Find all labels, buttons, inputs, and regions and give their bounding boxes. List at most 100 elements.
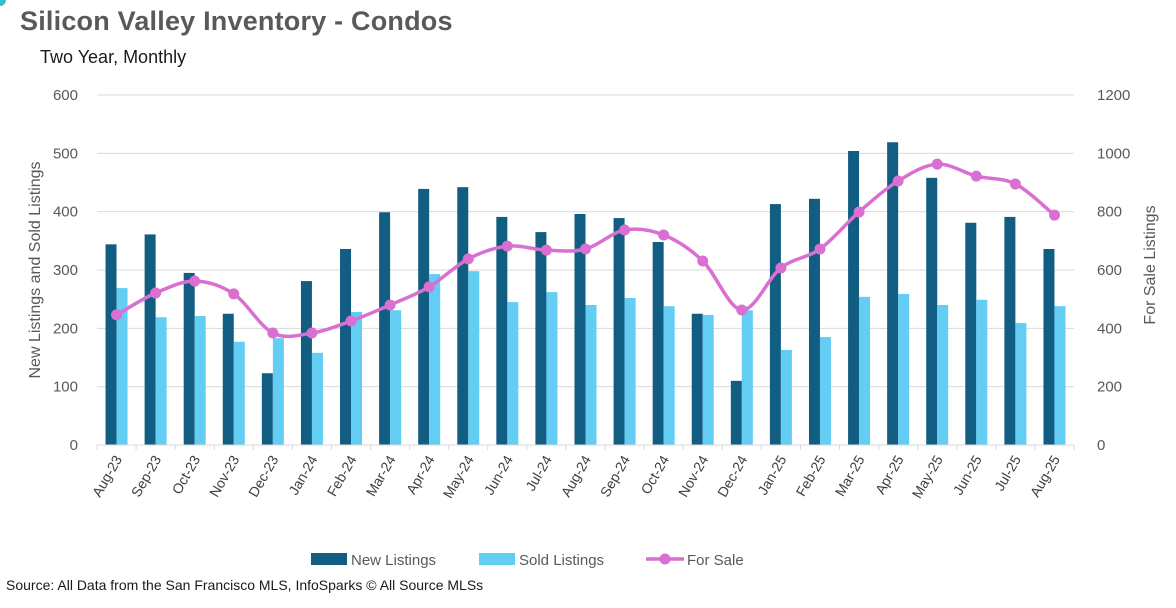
bar-sold-listings [233,341,245,445]
x-tick-label: Jun-24 [481,452,516,497]
x-tick-label: Aug-25 [1027,452,1064,499]
bar-new-listings [652,242,664,445]
x-tick-label: Oct-24 [637,452,672,497]
y-axis-left-label: New Listings and Sold Listings [27,161,44,378]
legend-marker-for-sale [659,553,671,565]
for-sale-marker [853,206,865,218]
x-tick-label: Apr-25 [872,452,907,497]
for-sale-marker [580,243,591,255]
y-right-tick-label: 400 [1097,320,1122,337]
x-tick-label: Mar-25 [832,452,868,499]
x-tick-label: Mar-24 [363,452,399,499]
bar-sold-listings [194,316,206,445]
bar-sold-listings [311,352,323,445]
bar-new-listings [730,380,742,445]
bar-sold-listings [351,312,363,445]
y-left-tick-label: 300 [53,262,78,279]
bar-new-listings [183,272,195,445]
bar-new-listings [535,232,547,445]
y-right-tick-label: 800 [1097,204,1122,221]
for-sale-marker [111,309,123,321]
bar-sold-listings [155,317,167,445]
bar-sold-listings [663,306,675,445]
legend-label-for-sale: For Sale [687,552,744,569]
bars [105,142,1066,446]
y-axis-right-label: For Sale Listings [1142,205,1159,324]
bar-sold-listings [780,349,792,445]
bar-sold-listings [741,310,753,445]
x-tick-label: Sep-24 [597,452,634,499]
for-sale-marker [501,240,513,252]
bar-sold-listings [819,337,831,445]
legend-swatch-sold-listings [479,553,515,565]
corner-decoration [0,0,6,6]
bar-sold-listings [702,314,714,445]
x-tick-label: Aug-23 [89,452,126,499]
for-sale-marker [189,275,201,287]
x-tick-label: May-24 [440,452,477,501]
bar-new-listings [1004,216,1016,445]
x-tick-label: Sep-23 [128,452,165,499]
y-left-tick-label: 600 [53,87,78,104]
y-left-tick-label: 400 [53,204,78,221]
for-sale-marker [892,175,904,187]
for-sale-line [111,158,1060,339]
x-tick-label: Jun-25 [950,452,985,497]
for-sale-marker [228,288,240,300]
legend-label-sold-listings: Sold Listings [519,552,604,569]
bar-sold-listings [272,338,284,445]
bar-sold-listings [624,298,636,445]
bar-new-listings [887,142,899,445]
legend: New Listings Sold Listings For Sale [311,552,744,569]
bar-sold-listings [507,302,519,445]
for-sale-marker [1048,209,1060,221]
for-sale-marker [462,253,474,265]
for-sale-marker [384,299,396,311]
for-sale-marker [540,244,552,256]
bar-sold-listings [468,271,480,445]
bar-sold-listings [937,305,949,445]
bar-new-listings [144,234,156,445]
y-right-tick-label: 0 [1097,437,1105,454]
bar-new-listings [691,313,703,445]
for-sale-marker [345,315,357,327]
bar-sold-listings [1054,306,1066,445]
y-right-tick-label: 1000 [1097,145,1130,162]
y-right-tick-label: 600 [1097,262,1122,279]
bar-sold-listings [898,293,910,445]
y-right-tick-label: 200 [1097,379,1122,396]
x-tick-label: Nov-23 [206,452,243,499]
x-tick-label: Dec-23 [245,452,282,499]
bar-new-listings [379,212,391,445]
bar-new-listings [457,187,469,445]
x-tick-label: Jul-24 [522,452,555,493]
bar-new-listings [769,204,781,445]
x-tick-label: Feb-24 [324,452,360,499]
legend-swatch-new-listings [311,553,347,565]
bar-sold-listings [1015,323,1027,445]
source-note: Source: All Data from the San Francisco … [6,577,484,593]
bar-sold-listings [976,299,988,445]
chart-title: Silicon Valley Inventory - Condos [20,6,453,36]
bar-new-listings [574,214,586,445]
bar-sold-listings [546,292,558,445]
bar-sold-listings [585,305,597,445]
bar-sold-listings [429,274,441,445]
x-tick-label: Oct-23 [168,452,203,497]
for-sale-marker [619,224,631,236]
for-sale-marker [306,327,318,339]
bar-new-listings [848,151,860,445]
bar-new-listings [222,313,234,445]
bar-new-listings [340,249,352,445]
for-sale-marker [658,229,670,241]
for-sale-marker [931,158,943,170]
bar-new-listings [418,188,430,445]
x-tick-label: Aug-24 [558,452,595,499]
bar-new-listings [613,218,625,445]
for-sale-marker [267,327,279,339]
x-tick-label: Nov-24 [675,452,712,499]
bar-sold-listings [859,296,871,445]
bar-new-listings [105,244,117,445]
x-tick-label: Apr-24 [403,452,438,497]
